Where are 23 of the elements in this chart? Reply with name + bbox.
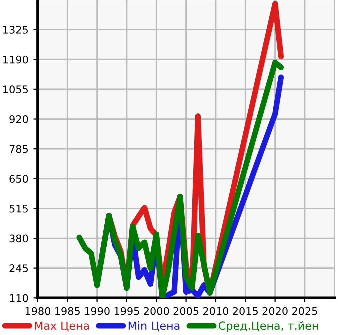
x-tick-label: 1985 — [56, 307, 80, 316]
x-tick-label: 2025 — [292, 307, 318, 316]
y-tick-label: 245 — [10, 264, 28, 272]
y-tick-label: 110 — [10, 294, 28, 302]
y-tick-label: 1055 — [4, 86, 28, 94]
legend-label: Сред.Цена, т.йен — [219, 322, 318, 332]
x-tick-label: 2020 — [262, 307, 288, 316]
y-tick-label: 785 — [10, 145, 28, 154]
y-tick-label: 380 — [10, 234, 28, 243]
x-tick-label: 1990 — [85, 307, 110, 316]
y-tick-label: 920 — [10, 115, 28, 124]
y-tick-label: 650 — [10, 175, 28, 183]
y-tick-label: 1190 — [4, 56, 28, 64]
x-tick-label: 2010 — [203, 307, 229, 316]
legend-label: Min Цена — [128, 321, 180, 332]
x-tick-label: 1980 — [26, 307, 51, 316]
x-tick-label: 1995 — [114, 307, 140, 316]
x-tick-label: 2005 — [174, 307, 199, 316]
legend-label: Max Цена — [35, 322, 90, 332]
x-tick-label: 2015 — [233, 307, 258, 316]
y-tick-label: 515 — [10, 205, 28, 213]
x-tick-label: 2000 — [144, 307, 170, 316]
y-tick-label: 1325 — [4, 26, 28, 34]
